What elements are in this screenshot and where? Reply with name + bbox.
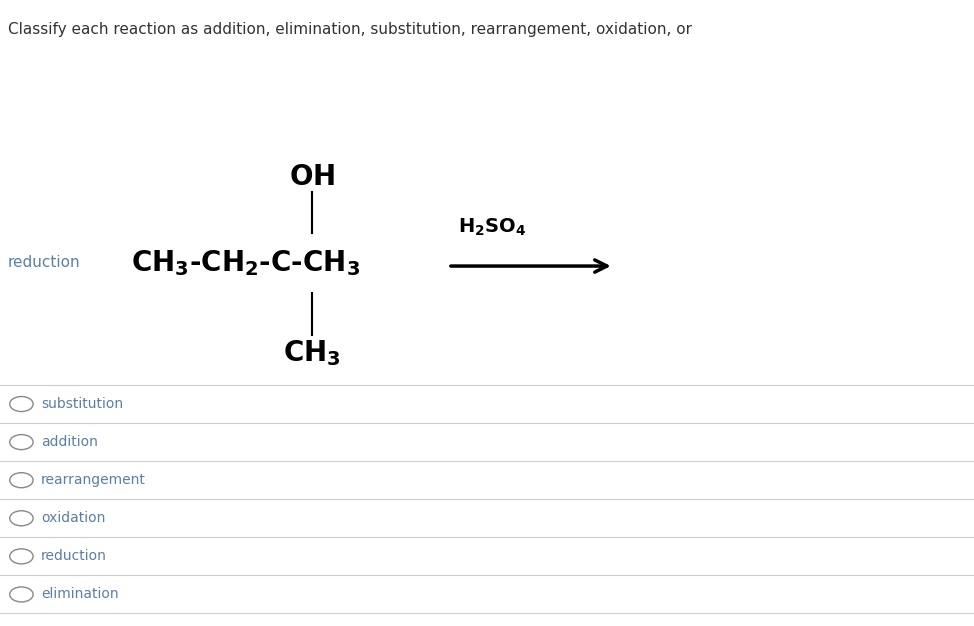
Text: substitution: substitution: [41, 397, 123, 411]
Text: $\mathbf{H_2SO_4}$: $\mathbf{H_2SO_4}$: [458, 217, 526, 238]
Circle shape: [10, 473, 33, 488]
Circle shape: [10, 434, 33, 449]
Text: Classify each reaction as addition, elimination, substitution, rearrangement, ox: Classify each reaction as addition, elim…: [8, 22, 692, 37]
Text: $\mathbf{CH_3}$: $\mathbf{CH_3}$: [282, 338, 341, 368]
Circle shape: [10, 587, 33, 602]
Text: $\mathbf{OH}$: $\mathbf{OH}$: [288, 163, 335, 191]
Text: elimination: elimination: [41, 587, 119, 602]
Circle shape: [10, 511, 33, 526]
Circle shape: [10, 549, 33, 564]
Text: $\mathbf{CH_3}$-$\mathbf{CH_2}$-$\mathbf{C}$-$\mathbf{CH_3}$: $\mathbf{CH_3}$-$\mathbf{CH_2}$-$\mathbf…: [131, 248, 360, 278]
Circle shape: [10, 396, 33, 411]
Text: oxidation: oxidation: [41, 511, 105, 525]
Text: addition: addition: [41, 435, 97, 449]
Text: reduction: reduction: [41, 550, 107, 563]
Text: rearrangement: rearrangement: [41, 473, 146, 487]
Text: reduction: reduction: [8, 255, 81, 270]
